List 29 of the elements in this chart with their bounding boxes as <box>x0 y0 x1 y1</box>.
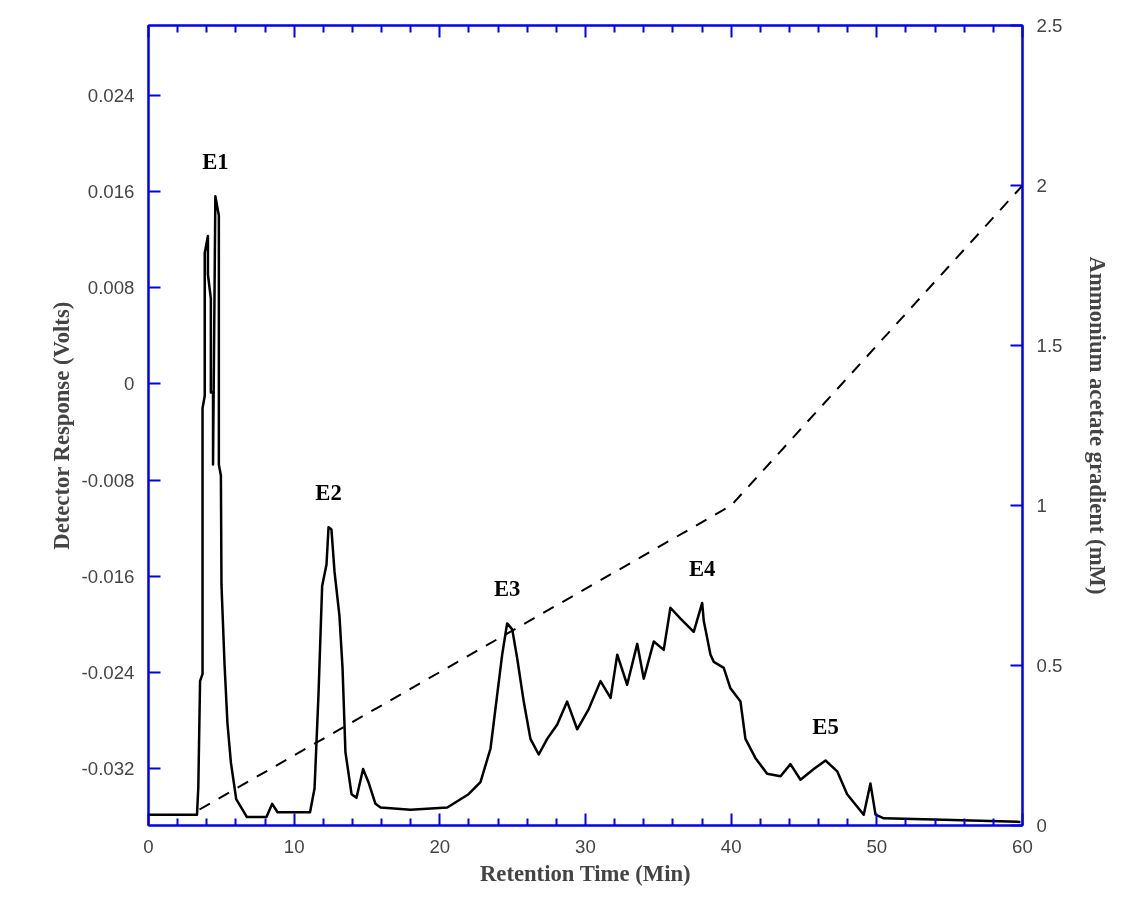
y-tick-label: -0.032 <box>81 758 135 780</box>
x-tick-label: 20 <box>429 835 451 857</box>
x-tick-label: 0 <box>143 835 154 857</box>
y2-axis-title: Ammonium acetate gradient (mM) <box>1085 256 1111 595</box>
annotation: E4 <box>688 555 716 581</box>
x-tick-label: 10 <box>283 835 305 857</box>
x-tick-label: 30 <box>575 835 596 857</box>
y-tick-label: 0 <box>124 373 135 395</box>
y-tick-label: -0.016 <box>81 565 135 587</box>
y-axis-title: Detector Response (Volts) <box>48 301 74 550</box>
x-axis-title: Retention Time (Min) <box>480 860 691 886</box>
y-tick-label: 0.024 <box>87 84 135 106</box>
y2-tick-label: 0 <box>1036 815 1047 836</box>
x-tick-label: 40 <box>720 835 742 857</box>
annotation: E1 <box>202 149 229 175</box>
x-tick-label: 60 <box>1012 835 1033 857</box>
x-tick-label: 50 <box>866 835 888 857</box>
y2-tick-label: 1.5 <box>1036 335 1063 356</box>
y-tick-label: 0.016 <box>87 181 135 203</box>
annotation: E3 <box>493 576 521 602</box>
y-tick-label: -0.008 <box>81 469 135 491</box>
y2-tick-label: 2 <box>1036 175 1047 196</box>
y-tick-label: -0.024 <box>81 662 135 684</box>
y2-tick-label: 0.5 <box>1036 655 1063 676</box>
y2-tick-label: 1 <box>1036 495 1047 516</box>
annotation: E5 <box>812 713 839 739</box>
y2-tick-label: 2.5 <box>1036 15 1063 36</box>
y-tick-label: 0.008 <box>87 277 135 299</box>
annotation: E2 <box>315 480 342 506</box>
